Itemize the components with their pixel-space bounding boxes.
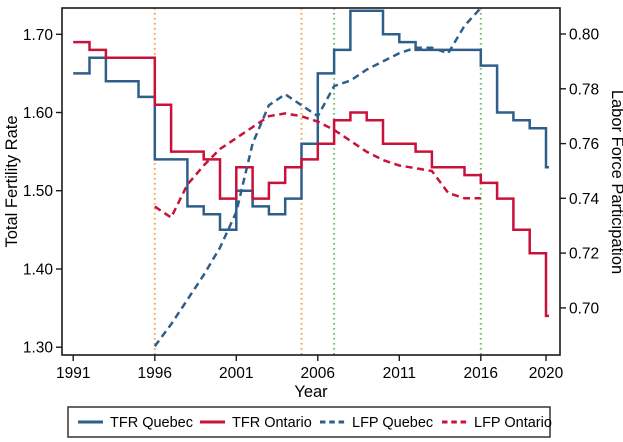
x-tick-label-2020: 2020 [529,365,564,382]
plot-frame [61,7,561,356]
reference-lines-layer [153,8,482,355]
legend-label-lfp-ontario: LFP Ontario [474,415,552,431]
legend: TFR Quebec TFR Ontario LFP Quebec LFP Ontar… [67,406,552,438]
series-line-tfr-ontario [73,40,549,318]
legend-entry-tfr-quebec: TFR Quebec [78,415,193,431]
axis-ticks-layer: 1991 1996 2001 2006 2011 2016 2020 1.30 1.40 1.50… [23,27,600,383]
x-tick-label-2006: 2006 [301,365,335,382]
y-axis-right-title: Labor Force Participation [608,90,623,274]
y-left-tick-label-2: 1.50 [23,183,54,200]
y-right-tick-label-1: 0.72 [569,246,599,263]
legend-entry-lfp-ontario: LFP Ontario [442,415,552,431]
series-line-tfr-quebec [73,9,549,232]
legend-label-tfr-quebec: TFR Quebec [110,415,193,431]
y-right-tick-label-3: 0.76 [569,136,599,153]
plot-frame-layer [61,7,561,356]
series-layer [73,7,549,347]
x-tick-label-2001: 2001 [219,365,253,382]
x-axis-title: Year [294,383,328,401]
x-tick-label-1991: 1991 [56,365,90,382]
legend-box [67,406,551,438]
x-tick-label-2011: 2011 [383,365,416,382]
y-left-tick-label-3: 1.60 [23,105,54,122]
legend-label-lfp-quebec: LFP Quebec [352,415,433,431]
x-tick-label-2016: 2016 [464,365,498,382]
legend-entry-tfr-ontario: TFR Ontario [200,415,312,431]
series-line-lfp-quebec [153,7,482,347]
y-left-tick-label-1: 1.40 [23,262,54,279]
y-left-tick-label-4: 1.70 [23,27,54,44]
legend-label-tfr-ontario: TFR Ontario [232,415,312,431]
y-right-tick-label-5: 0.80 [569,27,600,44]
y-axis-left-title: Total Fertility Rate [3,115,21,247]
y-right-tick-label-0: 0.70 [569,300,600,317]
y-left-tick-label-0: 1.30 [23,340,54,357]
series-line-lfp-ontario [154,112,481,220]
x-tick-label-1996: 1996 [138,365,172,382]
legend-entry-lfp-quebec: LFP Quebec [320,415,433,431]
y-right-tick-label-2: 0.74 [569,191,600,208]
y-right-tick-label-4: 0.78 [569,81,599,98]
